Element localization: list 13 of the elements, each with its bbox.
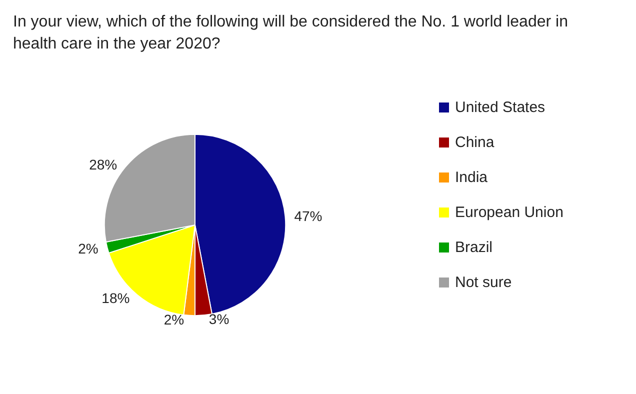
data-label: 3% (208, 311, 230, 328)
legend-label: China (455, 134, 495, 151)
chart-title: In your view, which of the following will be considered the No. 1 world leader in health care in the year 2020? (13, 14, 572, 52)
data-label: 2% (78, 240, 98, 257)
data-label: 47% (294, 208, 322, 224)
legend-label: Not sure (455, 274, 512, 291)
data-label: 2% (164, 311, 184, 328)
data-label: 28% (89, 156, 118, 173)
legend-label: United States (455, 99, 546, 116)
legend-label: Brazil (455, 239, 493, 256)
legend-label: India (455, 169, 488, 186)
legend-label: European Union (455, 204, 564, 221)
data-label: 18% (102, 290, 130, 306)
